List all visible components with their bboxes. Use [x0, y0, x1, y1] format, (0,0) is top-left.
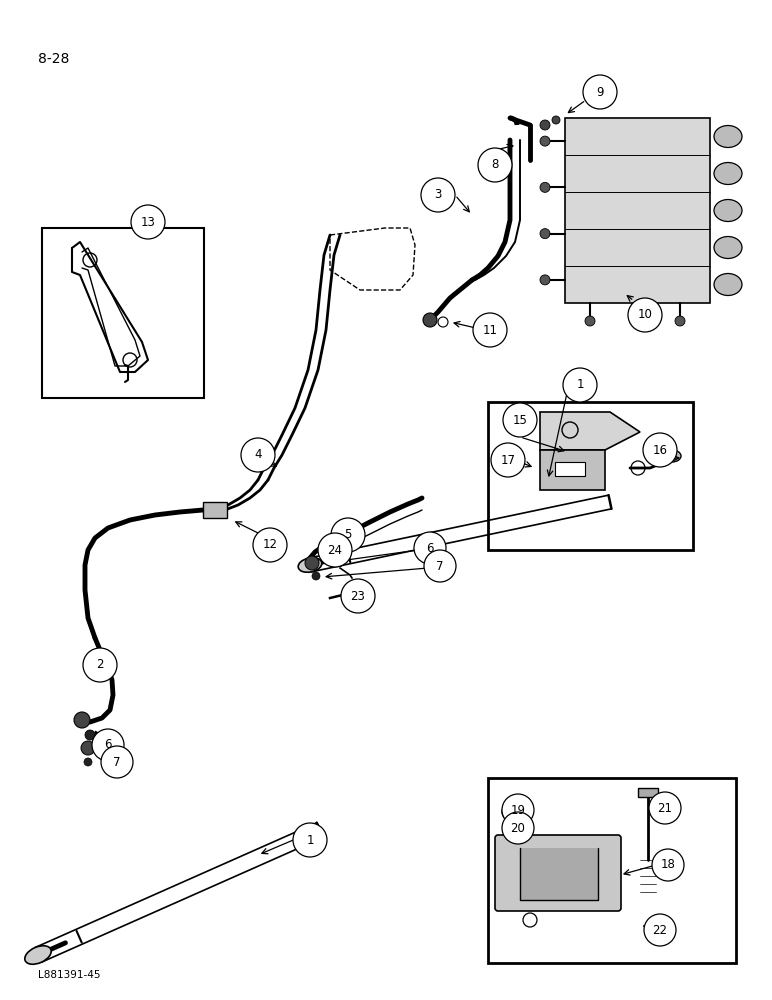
Bar: [42, 228, 204, 398]
Circle shape: [643, 433, 677, 467]
Text: 13: 13: [141, 216, 155, 229]
Circle shape: [644, 914, 676, 946]
Circle shape: [649, 792, 681, 824]
Circle shape: [540, 229, 550, 239]
Ellipse shape: [714, 162, 742, 184]
Circle shape: [92, 729, 124, 761]
Text: 5: 5: [344, 528, 352, 542]
Text: 17: 17: [500, 454, 516, 466]
Circle shape: [312, 572, 320, 580]
Circle shape: [318, 533, 352, 567]
FancyBboxPatch shape: [495, 835, 621, 911]
Circle shape: [503, 403, 537, 437]
Circle shape: [505, 825, 515, 835]
Circle shape: [305, 556, 319, 570]
Bar: [203, 502, 227, 518]
Ellipse shape: [714, 273, 742, 296]
Circle shape: [421, 178, 455, 212]
Circle shape: [563, 368, 597, 402]
Ellipse shape: [663, 450, 681, 462]
Text: 16: 16: [652, 444, 668, 456]
Text: 10: 10: [638, 308, 652, 322]
Ellipse shape: [714, 236, 742, 258]
Text: 1: 1: [576, 378, 584, 391]
Text: 15: 15: [513, 414, 527, 426]
Circle shape: [473, 313, 507, 347]
Text: 8-28: 8-28: [38, 52, 69, 66]
Circle shape: [101, 746, 133, 778]
Text: 6: 6: [104, 738, 112, 752]
Text: 8: 8: [491, 158, 499, 172]
Circle shape: [241, 438, 275, 472]
Text: 22: 22: [652, 924, 668, 936]
Circle shape: [478, 148, 512, 182]
Bar: [520, 848, 598, 900]
Circle shape: [253, 528, 287, 562]
Text: 1: 1: [306, 834, 313, 846]
Bar: [488, 778, 736, 963]
Circle shape: [540, 136, 550, 146]
Circle shape: [84, 758, 92, 766]
Circle shape: [630, 316, 640, 326]
Ellipse shape: [714, 125, 742, 147]
Text: 20: 20: [510, 822, 526, 834]
Ellipse shape: [298, 558, 322, 572]
Bar: [555, 462, 585, 476]
Ellipse shape: [25, 946, 51, 964]
Text: 18: 18: [661, 858, 676, 871]
Text: 3: 3: [435, 188, 442, 202]
Circle shape: [341, 579, 375, 613]
Text: 4: 4: [254, 448, 262, 462]
Text: 9: 9: [596, 86, 604, 99]
Circle shape: [491, 443, 525, 477]
Circle shape: [675, 316, 685, 326]
Circle shape: [540, 275, 550, 285]
Text: 12: 12: [262, 538, 277, 552]
Text: 21: 21: [658, 802, 672, 814]
Circle shape: [502, 812, 534, 844]
Text: 6: 6: [426, 542, 434, 554]
Ellipse shape: [714, 200, 742, 222]
Circle shape: [85, 730, 95, 740]
Circle shape: [540, 182, 550, 192]
Circle shape: [414, 532, 446, 564]
Circle shape: [423, 313, 437, 327]
Circle shape: [81, 741, 95, 755]
Circle shape: [83, 648, 117, 682]
Text: 2: 2: [96, 658, 103, 672]
Text: 7: 7: [436, 560, 444, 572]
Circle shape: [628, 298, 662, 332]
Text: 19: 19: [510, 804, 526, 816]
Text: 11: 11: [482, 324, 497, 336]
Circle shape: [585, 316, 595, 326]
Circle shape: [74, 712, 90, 728]
Circle shape: [583, 75, 617, 109]
Circle shape: [293, 823, 327, 857]
Text: 23: 23: [350, 589, 365, 602]
Text: 7: 7: [113, 756, 120, 768]
Circle shape: [652, 849, 684, 881]
Text: 24: 24: [327, 544, 343, 556]
Bar: [565, 118, 710, 303]
Bar: [488, 402, 693, 550]
Polygon shape: [540, 412, 640, 450]
Circle shape: [331, 518, 365, 552]
Circle shape: [540, 120, 550, 130]
Polygon shape: [540, 450, 605, 490]
Circle shape: [552, 116, 560, 124]
Circle shape: [424, 550, 456, 582]
Text: L881391-45: L881391-45: [38, 970, 100, 980]
Bar: [638, 788, 658, 797]
Circle shape: [502, 794, 534, 826]
Circle shape: [131, 205, 165, 239]
